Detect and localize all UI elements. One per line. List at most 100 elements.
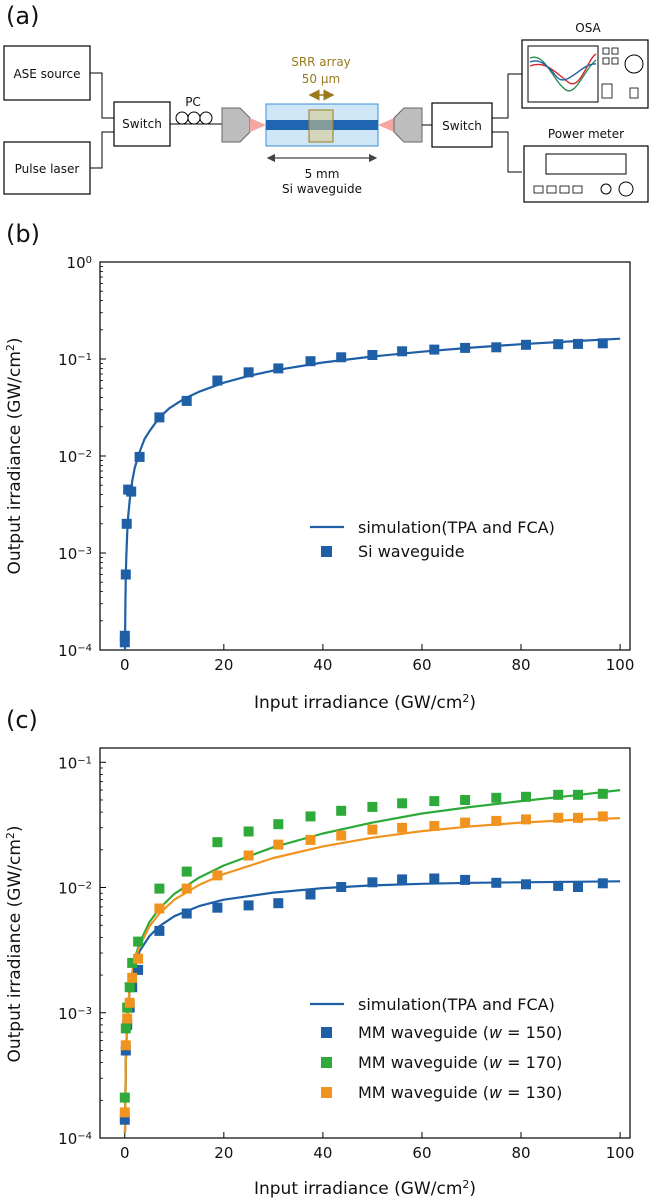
pc-loop-icon [175, 111, 189, 125]
data-point-3 [597, 878, 608, 889]
y-tick-label: 10−3 [58, 545, 92, 563]
taper-left-icon [250, 118, 266, 132]
power-meter-display [545, 153, 627, 175]
data-point-3 [243, 900, 254, 911]
legend-c-label-170: MM waveguide (w = 170) [358, 1053, 562, 1072]
data-point-4 [119, 1092, 130, 1103]
x-axis-title-b: Input irradiance (GW/cm2) [254, 692, 476, 714]
power-meter-button-icon [533, 185, 544, 194]
data-point-5 [181, 883, 192, 894]
switch-left-box [113, 101, 171, 147]
data-point-4 [243, 826, 254, 837]
plot-frame-b [99, 261, 631, 651]
data-point-4 [212, 837, 223, 848]
data-point-5 [133, 953, 144, 964]
ticks-c: 0 20 40 60 80 100 10−1 10−2 10−3 10−4 [58, 754, 634, 1162]
data-point-4 [305, 811, 316, 822]
data-point-5 [553, 812, 564, 823]
plot-area-c [119, 788, 621, 1133]
data-point-5 [124, 997, 135, 1008]
switch-right-label: Switch [442, 119, 482, 133]
setup-diagram: (a) ASE source Pulse laser Switch PC SRR… [3, 2, 649, 203]
data-point-4 [429, 796, 440, 807]
power-meter-button-icon [572, 185, 583, 194]
data-point-3 [521, 879, 531, 890]
data-point-1 [521, 339, 531, 350]
y-tick-label: 10−1 [58, 351, 92, 369]
data-point-5 [367, 824, 378, 835]
pc-loop-icon [199, 111, 213, 125]
y-tick-label: 10−2 [58, 448, 92, 466]
fiber-pulse [90, 131, 114, 169]
legend-c-marker-170 [321, 1057, 332, 1068]
data-point-3 [119, 1114, 130, 1125]
osa-trace-green [529, 56, 597, 92]
lensed-fiber-right-icon [393, 107, 423, 143]
x-tick-label: 60 [412, 1144, 431, 1162]
x-tick-label: 80 [511, 656, 530, 674]
osa-trace-blue [529, 60, 597, 81]
data-point-5 [491, 815, 502, 826]
data-point-3 [573, 882, 583, 892]
data-point-5 [119, 1107, 130, 1118]
pulse-laser-box [3, 141, 91, 195]
data-point-3 [491, 877, 502, 888]
data-point-3 [460, 874, 471, 885]
data-point-4 [367, 801, 378, 812]
ase-source-label: ASE source [13, 67, 80, 81]
data-point-1 [134, 451, 145, 462]
x-tick-label: 0 [120, 656, 130, 674]
panel-label-a: (a) [6, 2, 39, 30]
data-point-4 [273, 819, 284, 830]
data-point-4 [133, 936, 144, 947]
data-point-5 [573, 812, 583, 823]
data-point-4 [521, 791, 531, 802]
x-tick-label: 60 [412, 656, 431, 674]
y-tick-label: 10−4 [58, 642, 92, 660]
ticks-b: 0 20 40 60 80 100 100 10−1 10−2 10−3 10−4 [58, 254, 634, 674]
osa-button-icon [602, 57, 610, 65]
plot-frame-c [99, 747, 631, 1139]
y-axis-title-c: Output irradiance (GW/cm2) [4, 825, 26, 1062]
data-point-4 [124, 982, 135, 993]
data-point-4 [597, 788, 608, 799]
data-point-1 [460, 342, 471, 353]
legend-c-marker-150 [321, 1027, 332, 1038]
power-meter-knob-icon [618, 181, 634, 197]
osa-button-icon [601, 83, 613, 99]
data-point-3 [305, 889, 316, 900]
power-meter-button-icon [559, 185, 570, 194]
data-point-4 [127, 957, 138, 968]
data-point-1 [336, 352, 347, 363]
osa-button-icon [602, 47, 610, 55]
data-point-5 [212, 870, 223, 881]
data-point-3 [367, 877, 378, 888]
data-point-5 [243, 850, 254, 861]
data-point-3 [397, 874, 408, 885]
data-point-1 [120, 569, 131, 580]
pc-label: PC [185, 95, 201, 109]
data-point-5 [336, 830, 347, 841]
power-meter-label: Power meter [548, 127, 624, 141]
srr-array-icon [308, 109, 334, 143]
chart-c: (c) 0 20 40 60 80 100 10−1 10−2 10−3 10−4 Input i… [4, 706, 635, 1199]
data-point-5 [127, 972, 138, 983]
data-point-1 [121, 518, 132, 529]
series-line-1 [123, 789, 621, 1133]
legend-c-label-150: MM waveguide (w = 150) [358, 1023, 562, 1042]
osa-trace-red [529, 53, 597, 85]
data-point-5 [154, 903, 165, 914]
data-point-3 [212, 902, 223, 913]
ase-source-box [3, 45, 91, 101]
data-point-1 [273, 363, 284, 374]
data-point-5 [122, 1013, 133, 1024]
fiber-power [492, 131, 522, 173]
data-point-3 [181, 908, 192, 919]
switch-left-label: Switch [122, 117, 162, 131]
legend-c-marker-130 [321, 1087, 332, 1098]
data-point-4 [491, 792, 502, 803]
legend-c-sim-label: simulation(TPA and FCA) [358, 995, 555, 1014]
y-tick-label: 10−1 [58, 754, 92, 772]
data-point-3 [133, 964, 144, 975]
